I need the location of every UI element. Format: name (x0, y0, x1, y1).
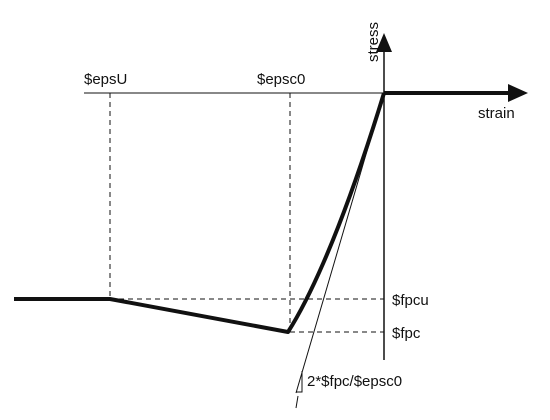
eps-u-label: $epsU (84, 71, 127, 88)
initial-tangent-line (295, 92, 385, 394)
stress-strain-curve (14, 92, 386, 334)
fpc-label: $fpc (392, 325, 421, 342)
slope-label: 2*$fpc/$epsc0 (307, 373, 402, 390)
strain-axis-label: strain (478, 105, 515, 122)
eps-c0-label: $epsc0 (257, 71, 305, 88)
slope-triangle (296, 371, 303, 393)
stress-axis-arrowhead (376, 33, 392, 52)
axes (84, 33, 528, 360)
stress-axis-label: stress (365, 22, 382, 62)
reference-lines (109, 93, 384, 333)
fpcu-label: $fpcu (392, 292, 429, 309)
strain-axis-arrowhead (508, 84, 528, 102)
slope-tick (295, 395, 299, 409)
